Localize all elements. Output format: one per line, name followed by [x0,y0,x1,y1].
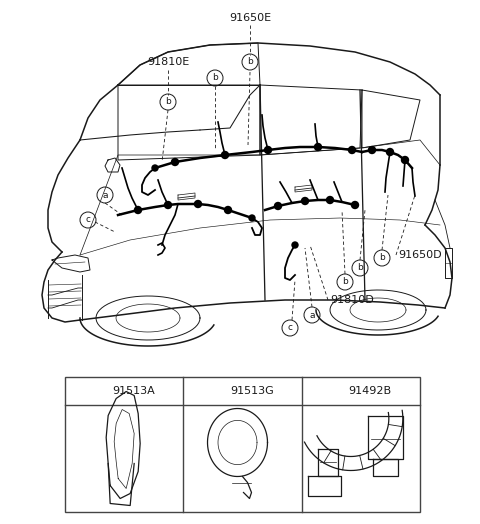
Text: c: c [288,323,292,333]
Text: a: a [102,191,108,200]
Text: 91810D: 91810D [330,295,374,305]
Text: b: b [247,58,253,67]
Text: b: b [342,278,348,287]
Circle shape [275,202,281,210]
Text: 91810E: 91810E [147,57,189,67]
Text: c: c [85,215,91,224]
Text: 91492B: 91492B [349,386,392,396]
Text: 91513G: 91513G [230,386,274,396]
Circle shape [301,198,309,204]
Circle shape [171,158,179,166]
Text: 91513A: 91513A [112,386,155,396]
Text: b: b [379,254,385,263]
Text: a: a [309,311,315,320]
Text: 91650D: 91650D [398,250,442,260]
Text: c: c [325,387,330,396]
Circle shape [292,242,298,248]
Circle shape [264,147,272,154]
Circle shape [326,196,334,203]
Circle shape [351,202,359,209]
Circle shape [401,157,408,163]
Text: b: b [357,264,363,272]
Circle shape [314,144,322,150]
Text: a: a [88,387,94,396]
Bar [65,377,420,512]
Circle shape [152,165,158,171]
Circle shape [194,201,202,208]
Circle shape [134,206,142,213]
Circle shape [386,148,394,156]
Circle shape [225,206,231,213]
Text: b: b [165,97,171,106]
Circle shape [249,215,255,221]
Text: 91650E: 91650E [229,13,271,23]
Circle shape [348,147,356,154]
Text: b: b [206,387,212,396]
Circle shape [165,202,171,209]
Text: b: b [212,73,218,82]
Circle shape [369,147,375,154]
Circle shape [221,151,228,158]
